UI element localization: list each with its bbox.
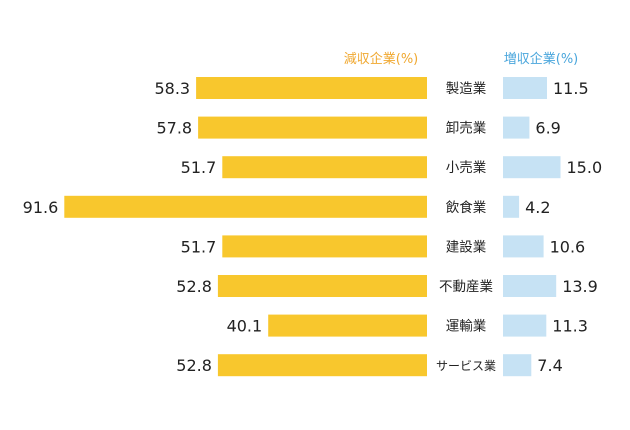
decrease-value-label: 51.7 bbox=[181, 158, 217, 177]
legend-decrease: 減収企業(%) bbox=[344, 51, 419, 67]
decrease-value-label: 58.3 bbox=[154, 79, 190, 98]
decrease-bar bbox=[268, 314, 427, 337]
decrease-value-label: 57.8 bbox=[156, 119, 192, 138]
decrease-bar bbox=[198, 116, 427, 139]
decrease-bar bbox=[64, 195, 428, 218]
chart-row: 91.6 飲食業 4.2 bbox=[23, 195, 551, 218]
category-label: 不動産業 bbox=[439, 279, 493, 295]
increase-bar bbox=[503, 116, 530, 139]
increase-value-label: 6.9 bbox=[535, 119, 560, 138]
decrease-value-label: 91.6 bbox=[23, 198, 59, 217]
chart-row: 51.7 建設業 10.6 bbox=[181, 235, 586, 258]
category-label: 飲食業 bbox=[446, 199, 487, 216]
increase-value-label: 10.6 bbox=[550, 237, 586, 256]
category-label: 小売業 bbox=[446, 160, 487, 176]
chart-row: 58.3 製造業 11.5 bbox=[154, 77, 589, 99]
increase-value-label: 11.3 bbox=[552, 317, 588, 336]
chart-row: 52.8 サービス業 7.4 bbox=[176, 354, 563, 377]
increase-value-label: 4.2 bbox=[525, 198, 550, 217]
chart-rows: 58.3 製造業 11.5 57.8 卸売業 6.9 51.7 小売業 15.0 91.6 飲食業 4… bbox=[23, 77, 603, 377]
decrease-value-label: 40.1 bbox=[227, 317, 263, 336]
decrease-bar bbox=[217, 275, 427, 297]
category-label: 製造業 bbox=[446, 81, 487, 97]
increase-bar bbox=[503, 235, 544, 258]
category-label: 運輸業 bbox=[446, 319, 487, 335]
category-label: 建設業 bbox=[446, 239, 487, 255]
increase-bar bbox=[503, 156, 561, 179]
increase-value-label: 15.0 bbox=[567, 158, 603, 177]
legend-increase: 増収企業(%) bbox=[504, 51, 579, 67]
chart-row: 51.7 小売業 15.0 bbox=[181, 156, 603, 179]
decrease-bar bbox=[222, 156, 427, 179]
category-label: 卸売業 bbox=[446, 121, 487, 137]
increase-bar bbox=[503, 77, 547, 99]
increase-value-label: 7.4 bbox=[537, 356, 562, 375]
decrease-value-label: 52.8 bbox=[176, 277, 212, 296]
decrease-value-label: 52.8 bbox=[176, 356, 212, 375]
chart-row: 52.8 不動産業 13.9 bbox=[176, 275, 598, 297]
increase-value-label: 11.5 bbox=[553, 79, 589, 98]
chart-row: 40.1 運輸業 11.3 bbox=[227, 314, 588, 337]
increase-value-label: 13.9 bbox=[562, 277, 598, 296]
category-label: サービス業 bbox=[436, 359, 496, 373]
decrease-bar bbox=[222, 235, 427, 258]
decrease-value-label: 51.7 bbox=[181, 237, 217, 256]
increase-bar bbox=[503, 314, 547, 337]
increase-bar bbox=[503, 354, 532, 377]
chart-row: 57.8 卸売業 6.9 bbox=[156, 116, 561, 139]
increase-bar bbox=[503, 275, 557, 297]
decrease-bar bbox=[217, 354, 427, 377]
decrease-bar bbox=[196, 77, 427, 99]
increase-bar bbox=[503, 195, 520, 218]
